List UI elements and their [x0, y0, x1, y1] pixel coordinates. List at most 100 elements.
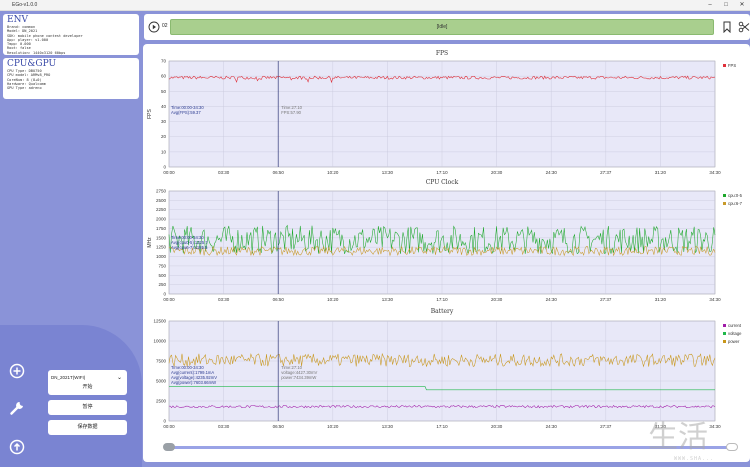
env-line: App: player: v1.000 — [7, 37, 49, 42]
save-data-button[interactable]: 保存数据 — [48, 420, 127, 435]
x-tick-label: 34:30 — [709, 170, 721, 175]
cpu-line: Hardware: Qualcomm — [7, 81, 46, 86]
play-icon[interactable] — [148, 21, 160, 33]
x-tick-label: 31:20 — [655, 170, 667, 175]
y-tick-label: 2500 — [156, 198, 167, 203]
chart-title: CPU Clock — [426, 179, 459, 186]
watermark-logo: 生活 WWW.SHA... — [648, 418, 748, 464]
cpu-title: CPU&GPU — [7, 59, 57, 69]
legend-label: cpu:0-5 — [728, 193, 743, 198]
y-tick-label: 30 — [161, 119, 167, 124]
hover-annotation: Time:27:10 — [281, 105, 302, 110]
x-tick-label: 13:30 — [382, 170, 394, 175]
charts-panel: FPS 0 10 20 30 40 50 60 70 00:00 03:30 06:50 10:20 13… — [143, 44, 750, 462]
x-tick-label: 17:10 — [436, 297, 448, 302]
legend-swatch — [723, 332, 726, 335]
x-tick-label: 17:10 — [436, 170, 448, 175]
y-tick-label: 70 — [161, 59, 167, 64]
hover-annotation: voltage:4427.30mV — [281, 370, 317, 375]
y-tick-label: 2750 — [156, 189, 167, 194]
y-tick-label: 2250 — [156, 207, 167, 212]
series-line-voltage — [169, 386, 715, 391]
cpu-line: CPU model: ARMv8_PRO — [7, 73, 51, 78]
env-line: Model: DN_2021 — [7, 29, 38, 34]
y-tick-label: 750 — [158, 263, 166, 268]
chart-title: FPS — [436, 50, 448, 57]
x-tick-label: 17:10 — [436, 424, 448, 429]
chevron-down-icon: ⌄ — [116, 375, 122, 381]
close-icon[interactable]: ✕ — [739, 2, 745, 8]
legend-swatch — [723, 64, 726, 67]
x-tick-label: 24:30 — [546, 170, 558, 175]
time-range-slider[interactable] — [163, 443, 738, 451]
x-tick-label: 10:20 — [327, 297, 339, 302]
y-tick-label: 1750 — [156, 226, 167, 231]
env-line: SDK: mobile phone contest developer — [7, 33, 83, 38]
add-icon[interactable] — [9, 363, 25, 379]
x-tick-label: 00:00 — [163, 424, 175, 429]
y-tick-label: 50 — [161, 89, 167, 94]
x-tick-label: 24:30 — [546, 297, 558, 302]
minimize-icon[interactable]: – — [708, 2, 712, 8]
y-tick-label: 1250 — [156, 245, 167, 250]
x-tick-label: 27:37 — [600, 170, 612, 175]
x-tick-label: 31:20 — [655, 297, 667, 302]
wrench-icon[interactable] — [9, 400, 25, 416]
x-tick-label: 20:30 — [491, 170, 503, 175]
y-tick-label: 0 — [163, 165, 166, 170]
start-button[interactable]: 开始 — [48, 380, 127, 395]
pause-button[interactable]: 暂停 — [48, 400, 127, 415]
env-line: Tmpp: 0.000 — [7, 42, 31, 47]
bookmark-icon[interactable] — [722, 21, 732, 33]
y-tick-label: 20 — [161, 134, 167, 139]
scissors-icon[interactable] — [738, 21, 750, 33]
legend-swatch — [723, 202, 726, 205]
device-select-value: DN_2021T(WIFI) — [51, 375, 86, 380]
maximize-icon[interactable]: □ — [724, 2, 728, 8]
cursor-annotation: Avg(cpu0-5):1325.7 — [171, 240, 208, 245]
cursor-annotation: Time:00:00-34:30 — [171, 235, 204, 240]
x-tick-label: 34:30 — [709, 297, 721, 302]
legend-swatch — [723, 324, 726, 327]
cursor-annotation: Avg(cpu6-7):1185.5 — [171, 245, 208, 250]
range-end-handle[interactable] — [726, 443, 738, 451]
y-tick-label: 2500 — [156, 399, 167, 404]
x-tick-label: 27:37 — [600, 297, 612, 302]
sidebar: ENV Brand: common Model: DN_2021 SDK: mo… — [0, 11, 142, 467]
x-tick-label: 06:50 — [273, 170, 285, 175]
y-tick-label: 7500 — [156, 359, 167, 364]
cursor-annotation: Avg(power):7603.66mW — [171, 380, 216, 385]
x-tick-label: 06:50 — [273, 424, 285, 429]
legend-swatch — [723, 194, 726, 197]
app-title: EGo-v1.0.0 — [12, 2, 38, 8]
x-tick-label: 20:30 — [491, 297, 503, 302]
x-tick-label: 13:30 — [382, 424, 394, 429]
x-tick-label: 10:20 — [327, 424, 339, 429]
y-tick-label: 500 — [158, 273, 166, 278]
upload-icon[interactable] — [9, 439, 25, 455]
cursor-annotation: Avg(FPS):59.37 — [171, 110, 201, 115]
range-start-handle[interactable] — [163, 443, 175, 451]
title-bar: EGo-v1.0.0 – □ ✕ — [0, 0, 750, 11]
series-line-cpu-0-5 — [168, 224, 716, 255]
cursor-annotation: Time:00:00-34:30 — [171, 105, 204, 110]
cpu-line: GPU Type: adreno — [7, 86, 42, 91]
y-axis-label: MHz — [147, 237, 153, 248]
env-line: Resolution: 1440x3120 60bps — [7, 50, 66, 55]
y-tick-label: 60 — [161, 74, 167, 79]
env-line: Brand: common — [7, 25, 36, 29]
x-tick-label: 31:20 — [655, 424, 667, 429]
x-tick-label: 27:37 — [600, 424, 612, 429]
x-tick-label: 03:30 — [218, 170, 230, 175]
session-number: 02 — [162, 23, 168, 29]
y-tick-label: 10 — [161, 149, 167, 154]
series-line-FPS — [168, 75, 716, 84]
cpu-line: CPU Type: DBU750 — [7, 69, 42, 73]
x-tick-label: 03:30 — [218, 297, 230, 302]
hover-annotation: Time:27:10 — [281, 365, 302, 370]
cursor-annotation: Avg(voltage):4235.92mV — [171, 375, 217, 380]
cpu-line: CoreNum: 8 (8+0) — [7, 77, 42, 82]
y-tick-label: 2000 — [156, 217, 167, 222]
x-tick-label: 00:00 — [163, 297, 175, 302]
env-title: ENV — [7, 15, 28, 25]
